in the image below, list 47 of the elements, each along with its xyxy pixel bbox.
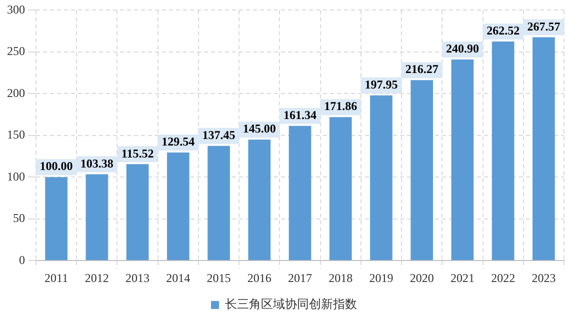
x-tick-label: 2014 xyxy=(166,270,190,285)
x-tick-label: 2020 xyxy=(410,270,434,285)
x-tick-label: 2017 xyxy=(288,270,312,285)
x-tick-label: 2022 xyxy=(491,270,516,285)
y-tick-label: 100 xyxy=(7,169,25,184)
bar xyxy=(532,37,555,260)
y-tick-label: 50 xyxy=(13,211,25,226)
data-label: 145.00 xyxy=(242,122,276,136)
x-tick-label: 2013 xyxy=(126,270,150,285)
x-tick-label: 2012 xyxy=(84,270,109,285)
x-tick-label: 2015 xyxy=(206,270,231,285)
data-label: 103.38 xyxy=(80,156,114,170)
bar xyxy=(288,126,312,260)
bar xyxy=(126,164,149,260)
bar xyxy=(208,146,230,260)
data-label: 216.27 xyxy=(405,62,438,76)
x-tick-label: 2018 xyxy=(328,270,353,285)
y-tick-label: 200 xyxy=(7,86,25,100)
x-tick-label: 2016 xyxy=(247,270,272,285)
bar xyxy=(329,117,352,260)
bar xyxy=(248,140,271,260)
bar xyxy=(410,80,434,260)
y-tick-label: 150 xyxy=(7,128,25,142)
bar xyxy=(492,41,514,260)
data-label: 129.54 xyxy=(162,134,195,149)
data-label: 197.95 xyxy=(364,77,398,92)
y-tick-label: 300 xyxy=(7,2,25,16)
x-tick-label: 2019 xyxy=(369,270,394,285)
bar xyxy=(451,60,474,260)
bar xyxy=(45,177,68,260)
bar xyxy=(166,152,190,260)
data-label: 137.45 xyxy=(202,128,236,142)
bar xyxy=(370,95,392,260)
data-label: 240.90 xyxy=(446,42,479,56)
data-label: 262.52 xyxy=(486,24,520,38)
data-label: 100.00 xyxy=(40,159,73,174)
data-label: 115.52 xyxy=(121,146,154,160)
x-tick-label: 2023 xyxy=(532,270,556,285)
x-tick-label: 2021 xyxy=(450,270,474,285)
y-tick-label: 0 xyxy=(19,252,25,267)
x-tick-label: 2011 xyxy=(44,270,68,285)
data-label: 171.86 xyxy=(324,99,358,114)
y-tick-label: 250 xyxy=(7,44,25,58)
bar xyxy=(86,174,108,260)
legend-label: 长三角区域协同创新指数 xyxy=(225,297,357,312)
data-label: 161.34 xyxy=(284,108,316,122)
data-label: 267.57 xyxy=(527,19,560,34)
